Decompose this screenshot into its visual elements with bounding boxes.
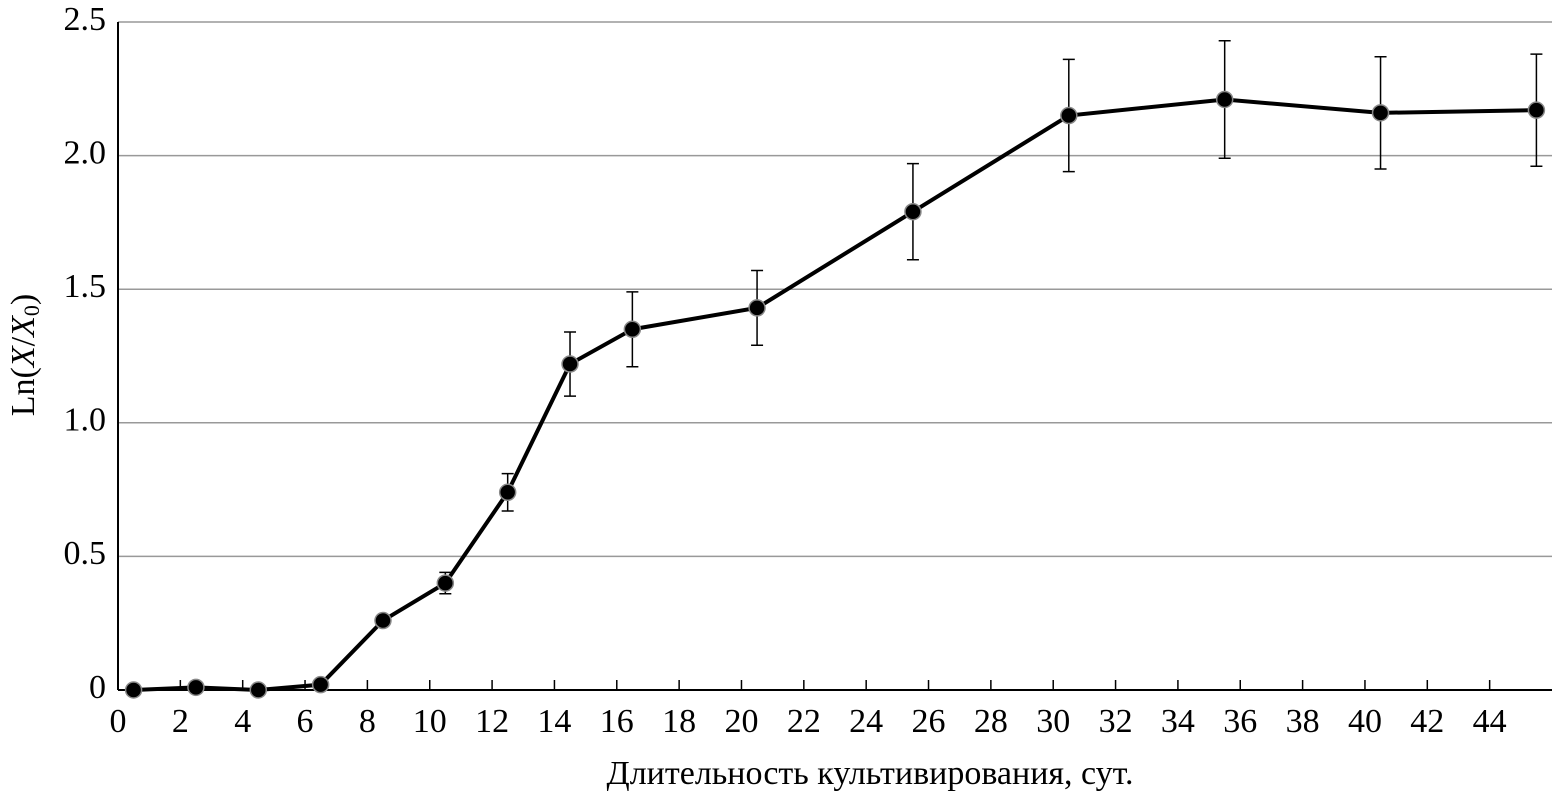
point bbox=[124, 681, 143, 699]
x-tick-label: 36 bbox=[1223, 703, 1257, 740]
point bbox=[249, 681, 268, 699]
point bbox=[748, 299, 766, 317]
x-tick-label: 6 bbox=[297, 703, 314, 740]
x-tick-label: 40 bbox=[1348, 703, 1382, 740]
x-tick-label: 10 bbox=[413, 703, 447, 740]
x-tick-label: 20 bbox=[724, 703, 758, 740]
x-tick-label: 18 bbox=[662, 703, 696, 740]
point bbox=[1060, 106, 1078, 125]
y-label-part: / bbox=[5, 336, 42, 346]
y-label-part: 0 bbox=[19, 305, 44, 316]
point bbox=[1527, 101, 1546, 119]
y-label-part: X bbox=[5, 315, 42, 339]
x-axis-label: Длительность культивирования, сут. bbox=[607, 755, 1134, 792]
y-label-part: Ln( bbox=[5, 367, 42, 416]
x-tick-label: 28 bbox=[974, 703, 1008, 740]
y-tick-label: 1.0 bbox=[64, 402, 107, 439]
x-tick-label: 16 bbox=[600, 703, 634, 740]
point bbox=[1215, 90, 1234, 109]
x-tick-label: 34 bbox=[1161, 703, 1195, 740]
x-tick-label: 0 bbox=[110, 703, 127, 740]
y-tick-label: 0.5 bbox=[64, 535, 107, 572]
point bbox=[623, 320, 642, 339]
line bbox=[133, 97, 1537, 693]
x-tick-label: 44 bbox=[1473, 703, 1507, 740]
x-tick-label: 42 bbox=[1410, 703, 1444, 740]
x-tick-label: 4 bbox=[234, 703, 251, 740]
x-tick-label: 8 bbox=[359, 703, 376, 740]
y-label-part: ) bbox=[5, 294, 42, 305]
point bbox=[311, 675, 330, 694]
point bbox=[374, 611, 392, 630]
x-tick-label: 32 bbox=[1099, 703, 1133, 740]
y-tick-label: 1.5 bbox=[64, 268, 107, 305]
x-tick-label: 12 bbox=[475, 703, 509, 740]
point bbox=[498, 483, 517, 502]
point bbox=[436, 574, 455, 592]
y-tick-label: 0 bbox=[89, 669, 106, 706]
x-tick-label: 30 bbox=[1036, 703, 1070, 740]
x-tick-label: 26 bbox=[912, 703, 946, 740]
y-axis-label: Ln(X/X0) bbox=[5, 294, 44, 416]
y-tick-label: 2.5 bbox=[64, 1, 107, 38]
point bbox=[1371, 104, 1390, 122]
x-tick-label: 14 bbox=[537, 703, 571, 740]
y-label-part: X bbox=[5, 345, 42, 369]
point bbox=[904, 202, 922, 221]
y-tick-label: 2.0 bbox=[64, 134, 107, 171]
point bbox=[187, 678, 205, 697]
x-tick-label: 24 bbox=[849, 703, 883, 740]
x-tick-label: 22 bbox=[787, 703, 821, 740]
point bbox=[561, 355, 579, 373]
x-tick-label: 38 bbox=[1286, 703, 1320, 740]
x-tick-label: 2 bbox=[172, 703, 189, 740]
